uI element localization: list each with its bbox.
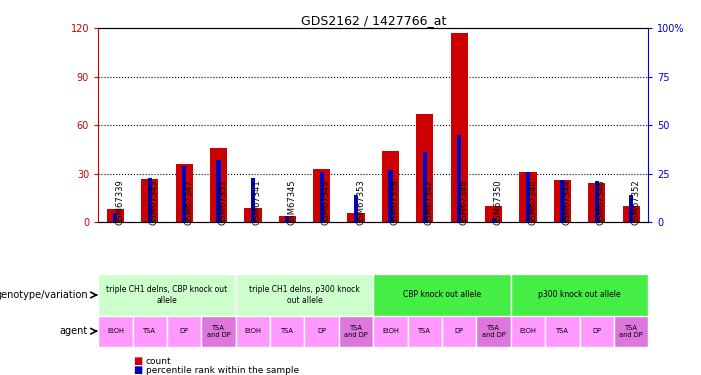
Bar <box>182 166 186 222</box>
Bar <box>423 152 427 222</box>
Bar <box>511 315 545 347</box>
Bar <box>217 160 221 222</box>
Bar <box>167 315 201 347</box>
Bar <box>457 135 461 222</box>
Text: triple CH1 delns, CBP knock out
allele: triple CH1 delns, CBP knock out allele <box>107 285 228 305</box>
Bar <box>107 209 124 222</box>
Text: TSA
and DP: TSA and DP <box>344 325 368 338</box>
Text: GSM67349: GSM67349 <box>322 179 331 225</box>
Bar <box>251 178 255 222</box>
Bar <box>313 169 330 222</box>
Text: p300 knock out allele: p300 knock out allele <box>538 291 621 300</box>
Text: GSM67350: GSM67350 <box>494 179 503 225</box>
Bar <box>511 274 648 315</box>
Bar <box>588 183 606 222</box>
Bar <box>141 178 158 222</box>
Text: GSM67343: GSM67343 <box>150 179 158 225</box>
Text: GSM67352: GSM67352 <box>631 179 640 225</box>
Bar <box>148 178 152 222</box>
Text: GSM67339: GSM67339 <box>116 179 124 225</box>
Bar <box>339 315 374 347</box>
Text: DP: DP <box>179 328 189 334</box>
Bar <box>560 180 564 222</box>
Text: ■: ■ <box>133 365 142 375</box>
Bar <box>98 274 236 315</box>
Text: GSM67338: GSM67338 <box>390 179 400 225</box>
Text: GSM67348: GSM67348 <box>597 179 606 225</box>
Bar <box>388 170 393 222</box>
Text: GSM67353: GSM67353 <box>356 179 365 225</box>
Bar <box>477 315 511 347</box>
Text: GSM67351: GSM67351 <box>219 179 228 225</box>
Text: GSM67340: GSM67340 <box>528 179 537 225</box>
Bar <box>113 213 118 222</box>
Bar <box>594 182 599 222</box>
Bar <box>519 172 537 222</box>
Title: GDS2162 / 1427766_at: GDS2162 / 1427766_at <box>301 14 446 27</box>
Text: TSA
and DP: TSA and DP <box>620 325 643 338</box>
Bar <box>236 274 374 315</box>
Text: TSA: TSA <box>281 328 294 334</box>
Bar <box>491 218 496 222</box>
Text: percentile rank within the sample: percentile rank within the sample <box>146 366 299 375</box>
Bar <box>132 315 167 347</box>
Text: GSM67342: GSM67342 <box>425 179 434 225</box>
Bar <box>201 315 236 347</box>
Text: TSA: TSA <box>418 328 431 334</box>
Bar <box>270 315 304 347</box>
Text: GSM67345: GSM67345 <box>287 179 297 225</box>
Bar <box>545 315 580 347</box>
Bar <box>629 195 634 222</box>
Bar <box>236 315 270 347</box>
Bar <box>210 148 227 222</box>
Text: genotype/variation: genotype/variation <box>0 290 88 300</box>
Bar <box>382 151 399 222</box>
Bar <box>622 206 640 222</box>
Bar <box>614 315 648 347</box>
Bar <box>580 315 614 347</box>
Text: GSM67341: GSM67341 <box>253 179 262 225</box>
Bar <box>354 195 358 222</box>
Text: EtOH: EtOH <box>382 328 399 334</box>
Bar <box>348 213 365 222</box>
Text: TSA: TSA <box>556 328 569 334</box>
Text: CBP knock out allele: CBP knock out allele <box>403 291 481 300</box>
Bar <box>526 172 530 222</box>
Text: DP: DP <box>592 328 601 334</box>
Bar <box>451 33 468 222</box>
Text: TSA
and DP: TSA and DP <box>207 325 231 338</box>
Bar <box>374 315 408 347</box>
Text: EtOH: EtOH <box>245 328 261 334</box>
Text: count: count <box>146 357 172 366</box>
Bar <box>245 208 261 222</box>
Text: GSM67344: GSM67344 <box>562 179 571 225</box>
Bar <box>98 315 132 347</box>
Text: TSA: TSA <box>143 328 156 334</box>
Text: DP: DP <box>317 328 326 334</box>
Bar <box>374 274 511 315</box>
Bar <box>175 164 193 222</box>
Bar <box>408 315 442 347</box>
Text: DP: DP <box>455 328 464 334</box>
Bar <box>554 180 571 222</box>
Bar <box>442 315 477 347</box>
Bar <box>416 114 433 222</box>
Bar <box>285 216 290 222</box>
Text: EtOH: EtOH <box>107 328 124 334</box>
Text: TSA
and DP: TSA and DP <box>482 325 505 338</box>
Text: agent: agent <box>60 326 88 336</box>
Bar <box>320 172 324 222</box>
Text: GSM67346: GSM67346 <box>459 179 468 225</box>
Text: GSM67347: GSM67347 <box>184 179 193 225</box>
Bar <box>304 315 339 347</box>
Bar <box>279 216 296 222</box>
Text: ■: ■ <box>133 356 142 366</box>
Bar <box>485 206 502 222</box>
Text: EtOH: EtOH <box>519 328 536 334</box>
Text: triple CH1 delns, p300 knock
out allele: triple CH1 delns, p300 knock out allele <box>249 285 360 305</box>
